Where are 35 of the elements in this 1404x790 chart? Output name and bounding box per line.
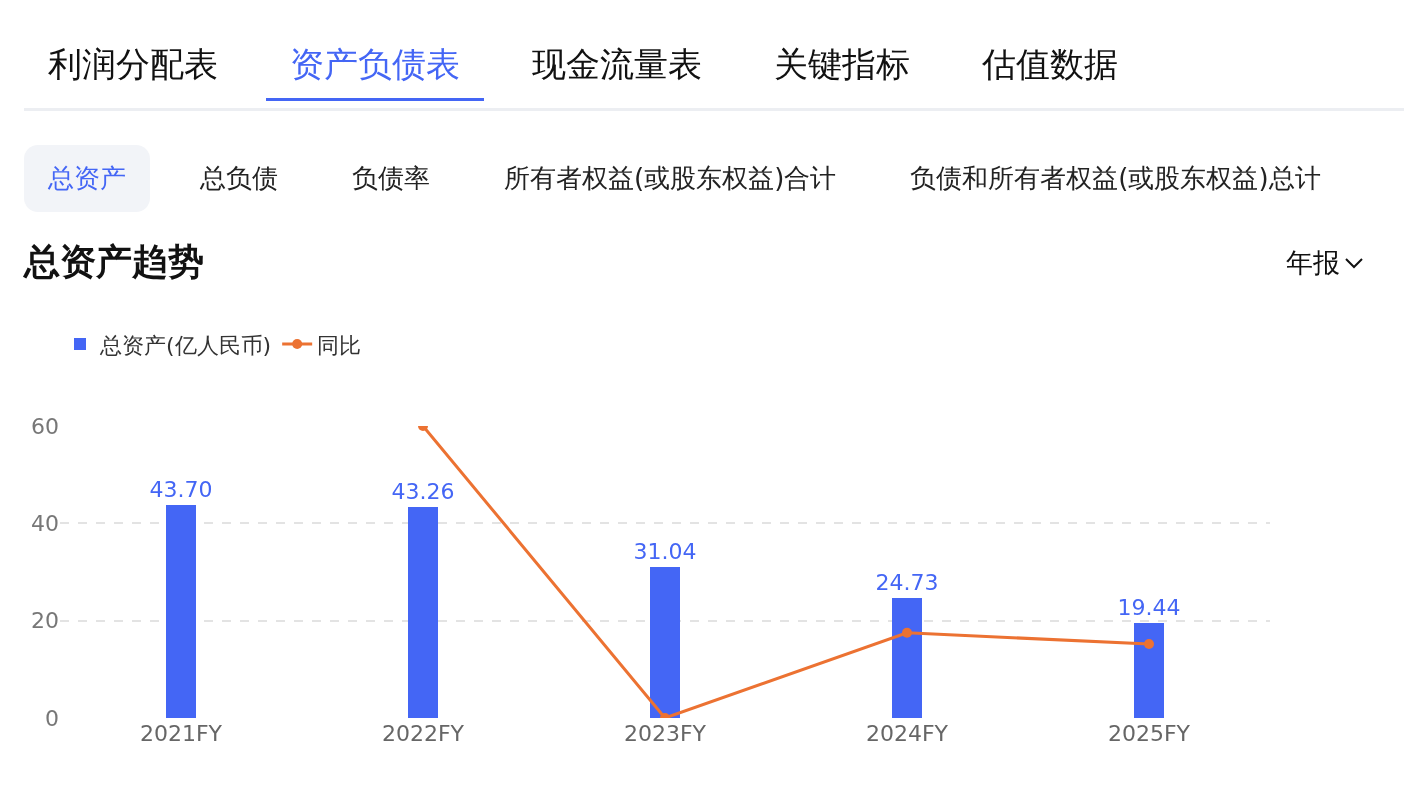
legend-label: 同比 [317, 332, 362, 358]
x-tick-label: 2023FY [623, 721, 707, 746]
text: 所有者权益(或股东权益)合计 [503, 162, 838, 195]
bar [650, 567, 680, 718]
x-tick-label: 2022FY [381, 721, 465, 746]
x-tick-label: 2025FY [1107, 721, 1191, 746]
bar [892, 598, 922, 718]
point [1144, 639, 1154, 650]
data-label: 19.44 [1117, 595, 1181, 620]
x-tick-label: 2024FY [865, 721, 949, 746]
text: 关键指标 [773, 43, 911, 86]
text: 负债率 [351, 162, 431, 195]
legend-label: 总资产(亿人民币) [99, 332, 272, 358]
text: 总负债 [199, 162, 279, 195]
bar [166, 505, 196, 718]
text: 估值数据 [981, 43, 1119, 86]
data-label: 43.26 [391, 479, 455, 504]
text: 总资产 [24, 145, 150, 212]
chart-title: 总资产趋势 [24, 240, 204, 284]
x-tick-label: 2021FY [139, 721, 223, 746]
data-label: 43.70 [149, 477, 213, 502]
point [902, 627, 912, 638]
y-tick-label: 60 [31, 413, 59, 439]
text: 资产负债表 [266, 38, 484, 101]
text: 负债和所有者权益(或股东权益)总计 [909, 162, 1322, 195]
text: 现金流量表 [531, 43, 703, 86]
text: 利润分配表 [47, 43, 219, 86]
y-tick-label: 0 [45, 705, 59, 731]
bar [1134, 623, 1164, 718]
y-tick-label: 20 [31, 608, 59, 634]
text: 年报 [1286, 246, 1340, 280]
bar [408, 507, 438, 718]
data-label: 24.73 [875, 570, 939, 595]
data-label: 31.04 [633, 539, 697, 564]
y-tick-label: 40 [31, 511, 59, 537]
